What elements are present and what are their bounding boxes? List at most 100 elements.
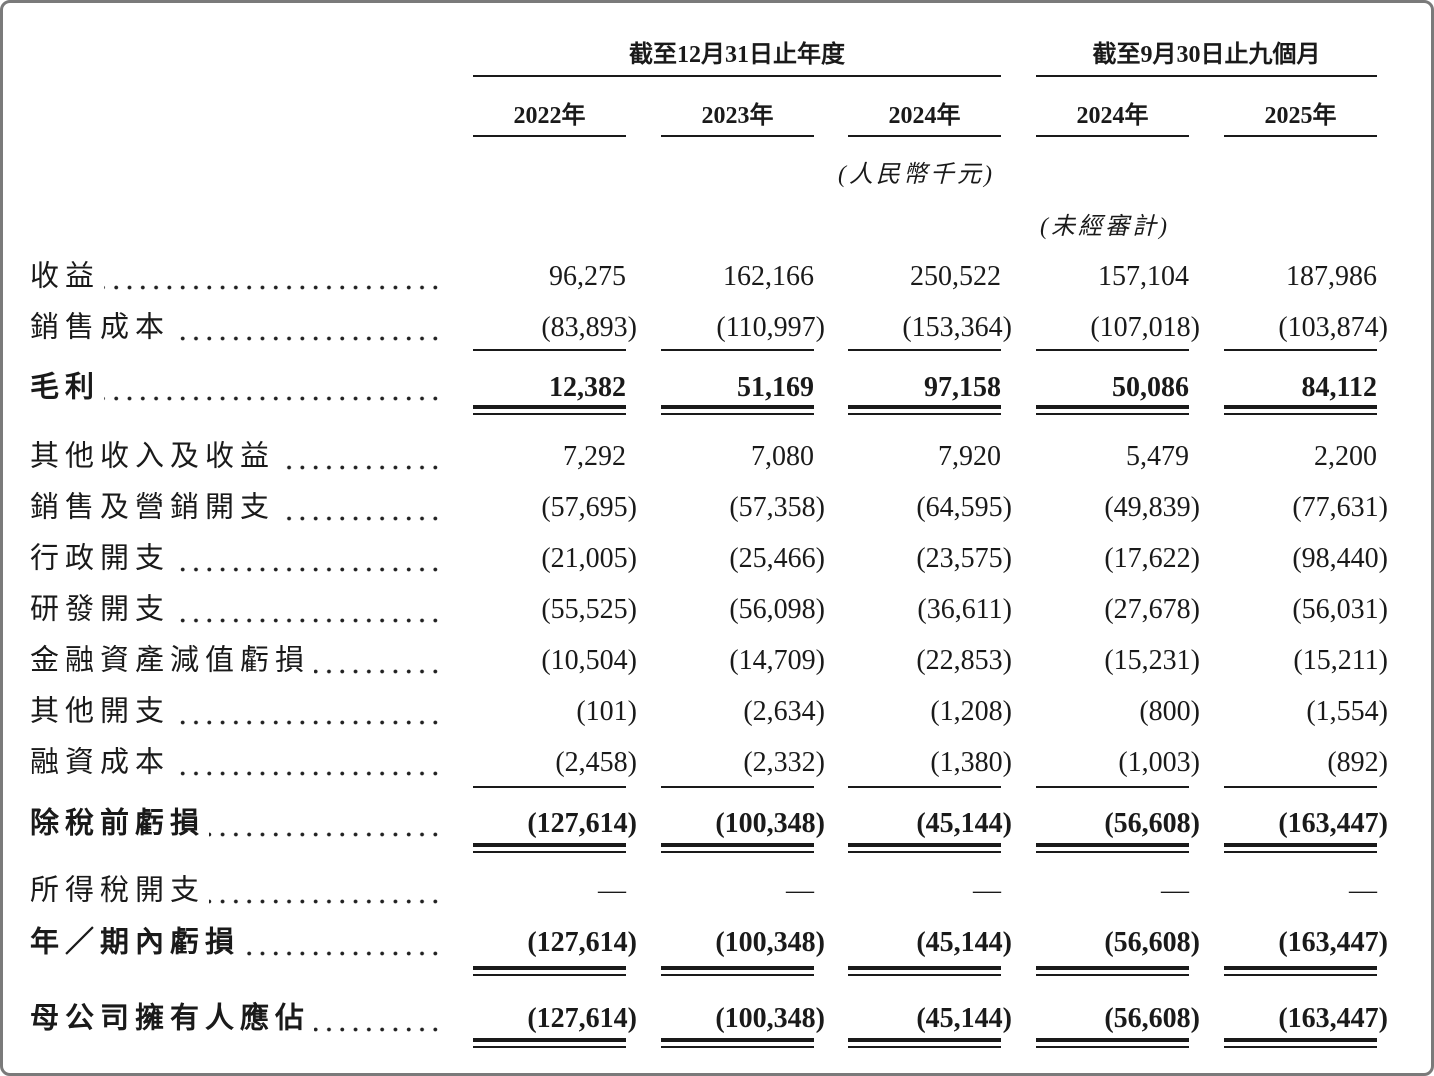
dot-leader — [174, 616, 442, 625]
row-label: 行政開支 — [30, 542, 442, 575]
cell-value: (100,348) — [715, 927, 825, 958]
cell-value: (127,614) — [527, 1003, 637, 1034]
year-header: 2024年 — [888, 103, 961, 129]
rule — [473, 1038, 626, 1042]
cell-value: (107,018) — [1090, 312, 1200, 343]
row-label: 其他開支 — [30, 697, 442, 727]
cell-value: 2,200 — [1314, 441, 1377, 472]
year-header: 2024年 — [1076, 103, 1149, 129]
rule — [1036, 974, 1189, 976]
rule — [661, 843, 814, 847]
rule — [473, 974, 626, 976]
cell-value: 7,080 — [751, 441, 814, 472]
rule — [1036, 843, 1189, 847]
row-label: 母公司擁有人應佔 — [30, 1002, 442, 1035]
row-label: 金融資產減值虧損 — [30, 646, 442, 676]
rule — [848, 786, 1001, 788]
cell-value: (45,144) — [916, 927, 1012, 958]
column-group-header: 截至12月31日止年度 — [629, 42, 845, 68]
cell-value: (100,348) — [715, 1003, 825, 1034]
rule — [1224, 405, 1377, 409]
rule — [848, 135, 1001, 137]
rule — [1224, 974, 1377, 976]
cell-value: (27,678) — [1104, 594, 1200, 625]
rule — [1224, 966, 1377, 970]
label-text: 母公司擁有人應佔 — [30, 1002, 311, 1035]
rule — [1224, 135, 1377, 137]
cell-value: 51,169 — [737, 372, 814, 403]
dot-leader — [174, 718, 442, 727]
cell-value: (800) — [1139, 696, 1200, 727]
dot-leader — [244, 949, 442, 958]
dot-leader — [104, 283, 442, 292]
cell-value: 97,158 — [924, 372, 1001, 403]
cell-value: 96,275 — [549, 261, 626, 292]
cell-value: (25,466) — [729, 543, 825, 574]
cell-value: (64,595) — [916, 492, 1012, 523]
cell-value: (15,231) — [1104, 645, 1200, 676]
dot-leader — [314, 667, 442, 676]
rule — [1224, 843, 1377, 847]
cell-value: 157,104 — [1098, 261, 1189, 292]
row-label: 融資成本 — [30, 748, 442, 778]
rule — [473, 405, 626, 409]
cell-value: (1,208) — [930, 696, 1012, 727]
cell-value: 187,986 — [1286, 261, 1377, 292]
dot-leader — [279, 463, 442, 472]
cell-value: (2,634) — [743, 696, 825, 727]
row-label: 除稅前虧損 — [30, 807, 442, 840]
rule — [1036, 1038, 1189, 1042]
rule — [848, 966, 1001, 970]
rule — [1036, 786, 1189, 788]
cell-value: 50,086 — [1112, 372, 1189, 403]
rule — [848, 349, 1001, 351]
rule — [661, 1046, 814, 1048]
rule — [661, 135, 814, 137]
rule — [661, 786, 814, 788]
dot-leader — [174, 565, 442, 574]
rule — [848, 413, 1001, 415]
year-header: 2025年 — [1264, 103, 1337, 129]
label-text: 銷售及營銷開支 — [30, 491, 276, 524]
rule — [661, 413, 814, 415]
cell-value: (56,031) — [1292, 594, 1388, 625]
cell-value: (49,839) — [1104, 492, 1200, 523]
row-label: 所得稅開支 — [30, 874, 442, 907]
label-text: 除稅前虧損 — [30, 807, 206, 840]
cell-value: (45,144) — [916, 808, 1012, 839]
currency-note: (人民幣千元) — [838, 162, 995, 188]
dot-leader — [209, 897, 442, 906]
row-label: 其他收入及收益 — [30, 442, 442, 472]
row-label: 收益 — [30, 260, 442, 293]
cell-value: (45,144) — [916, 1003, 1012, 1034]
rule — [848, 974, 1001, 976]
rule — [1224, 1038, 1377, 1042]
label-text: 行政開支 — [30, 542, 171, 575]
rule — [661, 405, 814, 409]
cell-value: 5,479 — [1126, 441, 1189, 472]
label-text: 所得稅開支 — [30, 874, 206, 907]
rule — [473, 135, 626, 137]
rule — [473, 966, 626, 970]
cell-value: (2,458) — [555, 747, 637, 778]
dot-leader — [174, 334, 442, 343]
cell-value: (153,364) — [902, 312, 1012, 343]
year-header: 2022年 — [513, 103, 586, 129]
label-text: 收益 — [30, 260, 101, 293]
cell-value: — — [1161, 875, 1189, 906]
rule — [848, 405, 1001, 409]
cell-value: 12,382 — [549, 372, 626, 403]
rule — [1224, 786, 1377, 788]
row-label: 毛利 — [30, 371, 442, 404]
cell-value: — — [1349, 875, 1377, 906]
rule — [661, 966, 814, 970]
label-text: 研發開支 — [30, 593, 171, 626]
rule — [1224, 413, 1377, 415]
rule — [473, 413, 626, 415]
label-text: 毛利 — [30, 371, 101, 404]
cell-value: (163,447) — [1278, 808, 1388, 839]
column-group-header: 截至9月30日止九個月 — [1092, 42, 1321, 68]
row-label: 銷售及營銷開支 — [30, 491, 442, 524]
cell-value: (892) — [1327, 747, 1388, 778]
row-label: 年／期內虧損 — [30, 928, 442, 958]
